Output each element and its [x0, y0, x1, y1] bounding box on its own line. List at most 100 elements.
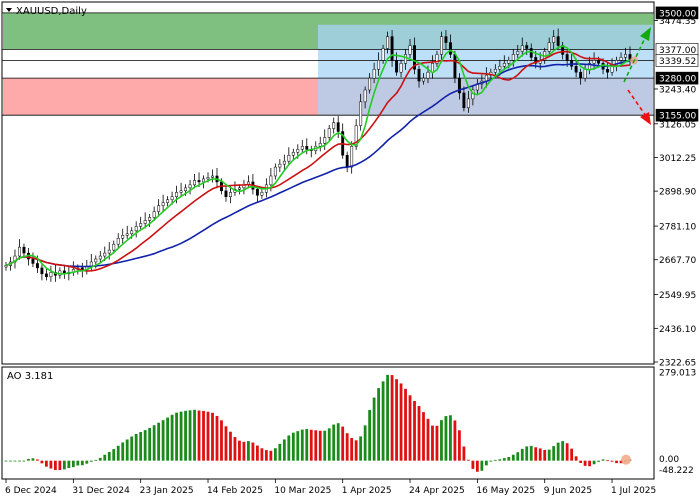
- price-tick-label: 2667.70: [659, 256, 696, 266]
- price-level-badge: [655, 6, 699, 20]
- ao-bar: [305, 429, 309, 461]
- ao-bar: [121, 442, 125, 461]
- ao-bar: [395, 379, 398, 461]
- date-tick-label: 6 Dec 2024: [5, 486, 57, 496]
- candle: [179, 182, 183, 196]
- ao-bar: [458, 430, 461, 461]
- ao-bar: [417, 406, 421, 461]
- ao-bar: [62, 460, 66, 470]
- ao-bar: [134, 433, 138, 461]
- ao-bar: [215, 415, 219, 461]
- ao-bar: [112, 449, 116, 461]
- ao-bar: [76, 460, 80, 466]
- price-axis: 3474.35 3243.40 3126.05 3012.25 2898.90 2781.…: [654, 6, 699, 369]
- ao-bar: [45, 460, 48, 467]
- ao-bar: [615, 460, 618, 464]
- ao-tick-label: -48.222: [659, 466, 694, 476]
- ao-bar: [440, 420, 443, 461]
- candle: [134, 221, 138, 238]
- ao-bar: [211, 412, 214, 461]
- ao-bar: [229, 431, 232, 461]
- ao-bar: [610, 460, 614, 462]
- ao-bar: [350, 438, 354, 461]
- candle: [22, 243, 26, 259]
- candle: [408, 38, 412, 58]
- ao-tick-label: 279.013: [659, 369, 696, 379]
- ao-bar: [170, 414, 174, 461]
- ao-bar: [273, 448, 277, 461]
- candle: [381, 44, 385, 64]
- price-tick-label: 3243.40: [659, 85, 696, 95]
- candle: [462, 86, 466, 112]
- ao-bar: [431, 425, 434, 461]
- ao-bar: [166, 417, 170, 461]
- ao-bar: [242, 441, 246, 461]
- candle: [193, 173, 196, 189]
- candle: [229, 185, 232, 204]
- ao-tick-label: 0.00: [659, 455, 679, 465]
- ao-bar: [386, 374, 389, 461]
- ao-bar: [94, 459, 98, 461]
- ao-panel-frame: [1, 366, 655, 480]
- candle: [125, 225, 129, 239]
- ao-bar: [408, 395, 412, 461]
- candle: [350, 141, 354, 174]
- candle: [291, 148, 295, 161]
- ao-bar: [188, 410, 192, 461]
- ao-bar: [484, 460, 488, 466]
- price-tick-label: 2322.65: [659, 359, 696, 369]
- candle: [121, 228, 125, 245]
- ao-bar: [103, 454, 107, 461]
- price-tick-label: 2781.10: [659, 223, 696, 233]
- ao-bar: [444, 416, 448, 461]
- candle: [336, 116, 340, 139]
- candle: [422, 73, 425, 85]
- ao-bar: [597, 460, 600, 462]
- ao-bar: [80, 460, 84, 466]
- date-tick-label: 23 Jan 2025: [140, 486, 194, 496]
- ao-bar: [251, 442, 255, 461]
- ao-bar: [269, 450, 273, 461]
- candle: [547, 37, 551, 57]
- ao-bar: [529, 445, 533, 461]
- ao-bar: [619, 460, 623, 464]
- candle: [372, 62, 376, 84]
- candle: [440, 31, 443, 60]
- date-tick-label: 1 Apr 2025: [342, 486, 392, 496]
- up-arrow-head-icon: [640, 27, 651, 41]
- ao-bar: [561, 441, 565, 461]
- candle: [579, 68, 583, 85]
- ao-bar: [404, 388, 407, 461]
- ao-bar: [143, 430, 147, 461]
- candle: [44, 268, 48, 281]
- candle: [448, 34, 452, 58]
- candle: [502, 55, 506, 70]
- candle: [386, 31, 390, 54]
- ao-bar: [435, 425, 439, 461]
- candle: [435, 50, 439, 67]
- ao-bar: [53, 460, 57, 470]
- candle: [116, 233, 120, 250]
- ao-bar: [579, 460, 583, 463]
- ao-bar: [399, 383, 403, 461]
- price-zones: [3, 12, 653, 116]
- date-tick-label: 24 Apr 2025: [409, 486, 465, 496]
- price-level-badge: [655, 54, 699, 67]
- symbol-dropdown-icon[interactable]: [6, 8, 12, 12]
- candle: [390, 30, 394, 67]
- ao-bar: [125, 439, 129, 461]
- price-tick-label: 3474.35: [659, 17, 696, 27]
- ao-bar: [368, 409, 372, 461]
- ao-bar: [220, 420, 223, 461]
- candle: [152, 206, 156, 222]
- candle: [457, 73, 461, 100]
- date-tick-label: 10 Mar 2025: [274, 486, 331, 496]
- ao-bar: [354, 440, 358, 461]
- ao-bar: [282, 439, 286, 461]
- ao-bar: [71, 460, 75, 468]
- candle: [98, 250, 102, 263]
- candle: [368, 73, 372, 94]
- ao-bar: [552, 446, 556, 461]
- ao-bar: [422, 412, 425, 461]
